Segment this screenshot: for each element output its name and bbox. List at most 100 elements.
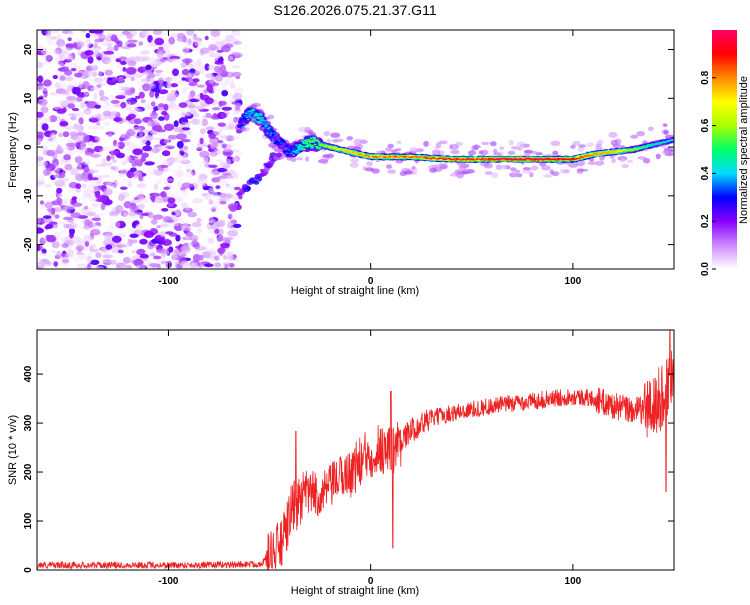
ridge-blob	[255, 114, 258, 116]
snr-panel: -100 0 100 0 100 200 300 400 Height of straigh…	[7, 329, 675, 597]
noise-blob	[83, 234, 93, 242]
noise-blob	[209, 30, 221, 36]
noise-blob	[84, 50, 94, 56]
noise-blob	[185, 58, 190, 66]
noise-blob	[70, 212, 82, 219]
noise-blob	[39, 252, 47, 257]
ridge-halo	[575, 160, 586, 167]
noise-blob	[207, 144, 212, 149]
noise-blob	[82, 81, 90, 89]
noise-blob	[95, 163, 107, 168]
noise-blob	[98, 82, 106, 86]
ridge-halo	[669, 148, 674, 153]
noise-blob	[223, 255, 228, 260]
noise-blob	[221, 90, 229, 97]
noise-blob	[156, 95, 166, 100]
noise-blob	[71, 107, 80, 112]
y-tick-label: -20	[23, 237, 34, 252]
noise-blob	[204, 195, 211, 201]
noise-blob	[109, 219, 115, 225]
noise-blob	[192, 197, 203, 204]
noise-blob	[218, 233, 223, 237]
noise-blob	[164, 77, 173, 82]
noise-blob	[151, 125, 163, 132]
noise-blob	[110, 99, 120, 104]
snr-y-ticks: 0 100 200 300 400	[23, 365, 674, 573]
lower-branch-blob	[253, 180, 260, 185]
noise-blob	[142, 83, 151, 92]
noise-blob	[143, 230, 155, 238]
noise-blob	[40, 47, 48, 55]
noise-blob	[55, 172, 66, 179]
noise-blob	[181, 121, 188, 125]
ridge-blob	[441, 157, 444, 159]
noise-blob	[210, 205, 218, 210]
noise-blob	[58, 132, 64, 138]
noise-blob	[133, 124, 139, 130]
ridge-blob	[518, 159, 521, 161]
noise-blob	[119, 181, 128, 185]
noise-blob	[211, 207, 216, 212]
colorbar-ticks: 0.0 0.2 0.4 0.6 0.8	[700, 70, 716, 276]
noise-blob	[161, 42, 173, 49]
ridge-blob	[352, 151, 355, 153]
ridge-halo	[522, 167, 531, 171]
noise-blob	[231, 135, 240, 140]
noise-blob	[184, 86, 192, 90]
ridge-halo	[411, 165, 416, 170]
noise-blob	[204, 196, 213, 200]
ridge-blob	[265, 124, 268, 126]
noise-blob	[191, 36, 201, 42]
noise-blob	[37, 111, 44, 118]
noise-blob	[224, 174, 234, 179]
ridge-halo	[308, 132, 316, 136]
noise-blob	[133, 144, 138, 148]
colorbar-tick-label: 0.8	[700, 70, 711, 84]
ridge-blob	[284, 144, 289, 148]
noise-blob	[205, 112, 213, 118]
ridge-blob	[241, 117, 244, 119]
noise-blob	[202, 142, 213, 146]
noise-blob	[117, 141, 125, 150]
ridge-halo	[390, 149, 397, 153]
noise-blob	[111, 235, 122, 243]
noise-blob	[57, 82, 68, 86]
ridge-halo	[323, 130, 331, 137]
noise-blob	[59, 220, 67, 225]
noise-blob	[67, 249, 75, 258]
noise-blob	[67, 188, 79, 193]
noise-blob	[57, 99, 68, 105]
noise-blob	[123, 212, 128, 220]
noise-blob	[150, 101, 156, 107]
noise-blob	[127, 216, 133, 220]
noise-blob	[109, 53, 116, 60]
noise-blob	[209, 151, 218, 157]
noise-blob	[47, 41, 57, 47]
noise-blob	[220, 135, 229, 139]
noise-blob	[180, 139, 191, 143]
ridge-halo	[535, 152, 543, 156]
noise-blob	[61, 89, 69, 96]
noise-blob	[167, 142, 176, 147]
noise-blob	[56, 197, 63, 205]
noise-blob	[45, 30, 51, 37]
ridge-blob	[295, 150, 300, 154]
ridge-halo	[450, 149, 460, 155]
noise-blob	[153, 255, 162, 260]
noise-blob	[66, 144, 75, 151]
noise-blob	[214, 228, 220, 234]
ridge-halo	[403, 170, 414, 175]
noise-blob	[54, 169, 60, 174]
noise-blob	[159, 138, 168, 146]
noise-blob	[208, 199, 214, 205]
noise-blob	[75, 245, 85, 252]
noise-blob	[164, 190, 171, 196]
noise-blob	[126, 43, 137, 48]
noise-blob	[158, 46, 164, 50]
noise-blob	[192, 78, 200, 83]
ridge-halo	[648, 126, 654, 132]
noise-blob	[173, 223, 184, 231]
noise-blob	[195, 144, 205, 150]
ridge-halo	[423, 140, 429, 147]
